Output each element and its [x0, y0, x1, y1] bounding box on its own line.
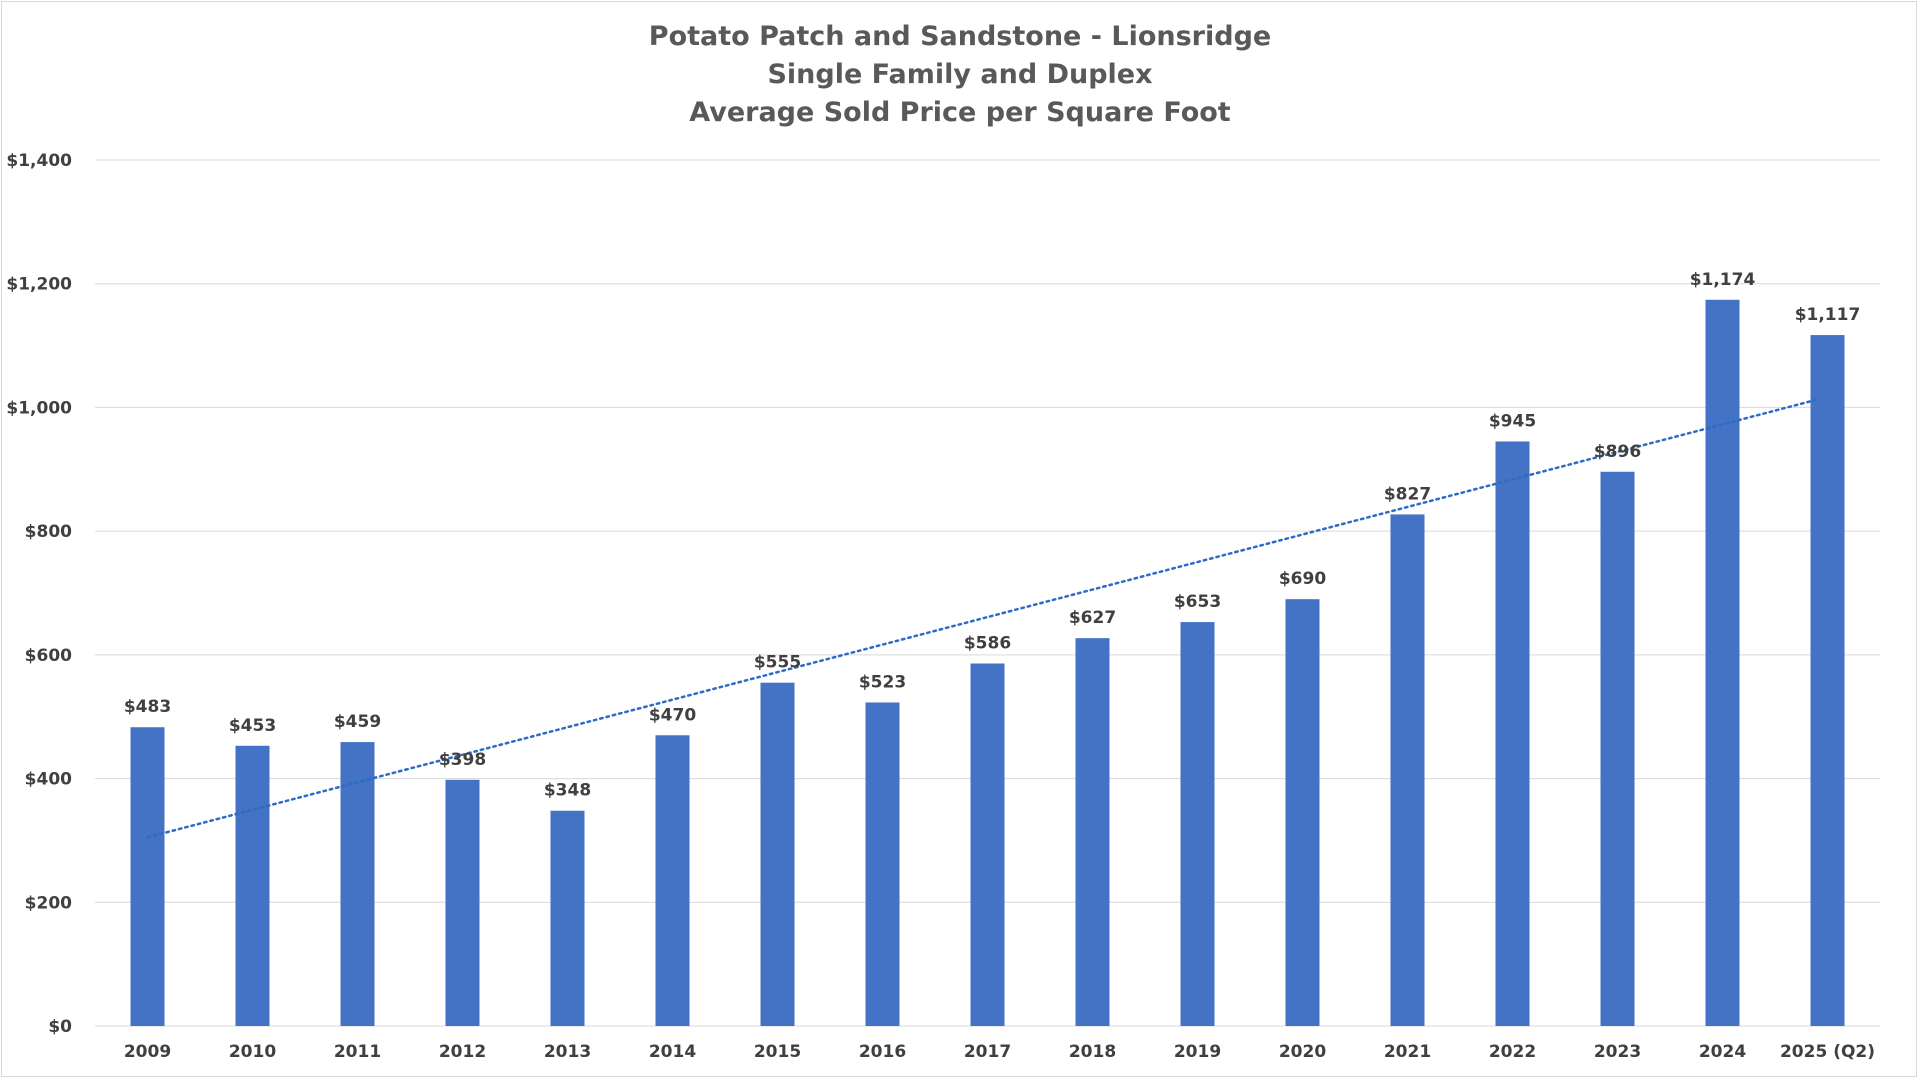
- y-tick-label: $1,000: [6, 398, 72, 418]
- bar: [1075, 638, 1110, 1026]
- y-axis-tick-labels: $0 $200 $400 $600 $800 $1,000 $1,200 $1,400: [6, 151, 72, 1037]
- y-tick-label: $0: [48, 1017, 72, 1037]
- x-tick-label: 2023: [1594, 1042, 1641, 1062]
- y-tick-label: $200: [25, 893, 72, 913]
- bar: [130, 727, 165, 1026]
- bar: [865, 702, 900, 1026]
- bar: [760, 682, 795, 1026]
- bar: [1180, 622, 1215, 1026]
- x-tick-label: 2019: [1174, 1042, 1221, 1062]
- bar: [235, 745, 270, 1026]
- x-tick-label: 2009: [124, 1042, 171, 1062]
- data-label: $1,117: [1795, 305, 1861, 325]
- data-label: $348: [544, 781, 591, 801]
- x-tick-label: 2015: [754, 1042, 801, 1062]
- bar: [1705, 299, 1740, 1027]
- data-label: $586: [964, 634, 1011, 654]
- x-tick-label: 2021: [1384, 1042, 1431, 1062]
- bars: [130, 299, 1845, 1027]
- x-tick-label: 2024: [1699, 1042, 1746, 1062]
- x-tick-label: 2025 (Q2): [1780, 1042, 1875, 1062]
- data-label: $453: [229, 716, 276, 736]
- data-label: $690: [1279, 569, 1326, 589]
- y-tick-label: $400: [25, 770, 72, 790]
- x-tick-label: 2018: [1069, 1042, 1116, 1062]
- x-tick-label: 2016: [859, 1042, 906, 1062]
- x-axis-tick-labels: 2009 2010 2011 2012 2013 2014 2015 2016 2017 2018…: [124, 1042, 1875, 1062]
- trendline: [146, 398, 1817, 839]
- bar: [970, 663, 1005, 1026]
- bar: [1600, 471, 1635, 1026]
- trendline-layer: [146, 398, 1817, 839]
- data-label: $555: [754, 653, 801, 673]
- y-tick-label: $1,400: [6, 151, 72, 171]
- chart-title: Potato Patch and Sandstone - Lionsridge …: [0, 18, 1920, 132]
- x-tick-label: 2014: [649, 1042, 696, 1062]
- bar: [1285, 599, 1320, 1026]
- bar: [340, 742, 375, 1026]
- chart-title-line-1: Potato Patch and Sandstone - Lionsridge: [648, 21, 1272, 52]
- bar: [445, 779, 480, 1026]
- bar: [550, 810, 585, 1026]
- x-tick-label: 2022: [1489, 1042, 1536, 1062]
- bar: [1810, 335, 1845, 1026]
- bar: [1390, 514, 1425, 1026]
- y-tick-label: $1,200: [6, 275, 72, 295]
- data-label: $398: [439, 750, 486, 770]
- bar: [1495, 441, 1530, 1026]
- x-tick-label: 2017: [964, 1042, 1011, 1062]
- data-label: $945: [1489, 411, 1536, 431]
- data-label: $627: [1069, 608, 1116, 628]
- data-label: $653: [1174, 592, 1221, 612]
- data-label: $470: [649, 705, 696, 725]
- chart-title-line-2: Single Family and Duplex: [767, 59, 1153, 90]
- data-label: $483: [124, 697, 171, 717]
- data-labels: $483 $453 $459 $398 $348 $470 $555 $523 $586 $627…: [124, 270, 1860, 801]
- data-label: $827: [1384, 484, 1431, 504]
- chart-title-line-3: Average Sold Price per Square Foot: [689, 97, 1231, 128]
- x-tick-label: 2020: [1279, 1042, 1326, 1062]
- y-tick-label: $800: [25, 522, 72, 542]
- data-label: $459: [334, 712, 381, 732]
- x-tick-label: 2013: [544, 1042, 591, 1062]
- x-tick-label: 2012: [439, 1042, 486, 1062]
- data-label: $1,174: [1690, 270, 1756, 290]
- bar: [655, 735, 690, 1026]
- data-label: $523: [859, 672, 906, 692]
- x-tick-label: 2010: [229, 1042, 276, 1062]
- y-tick-label: $600: [25, 646, 72, 666]
- data-label: $896: [1594, 442, 1641, 462]
- x-tick-label: 2011: [334, 1042, 381, 1062]
